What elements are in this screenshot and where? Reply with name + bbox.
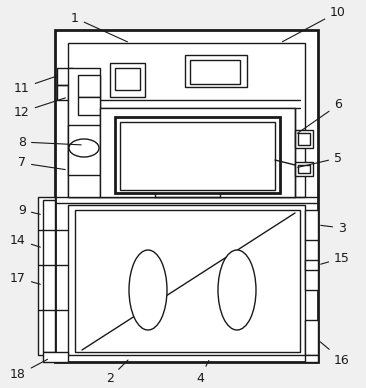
- Bar: [43, 352, 68, 362]
- Text: 11: 11: [14, 76, 57, 95]
- Bar: [115, 68, 140, 90]
- Bar: [305, 355, 318, 362]
- Text: 12: 12: [14, 98, 66, 118]
- Bar: [295, 130, 313, 148]
- Bar: [298, 133, 310, 145]
- Text: 17: 17: [10, 272, 40, 284]
- Bar: [68, 68, 100, 197]
- Bar: [43, 200, 55, 352]
- Ellipse shape: [69, 139, 99, 157]
- Bar: [57, 68, 73, 85]
- Text: 3: 3: [321, 222, 346, 234]
- Ellipse shape: [218, 250, 256, 330]
- Bar: [305, 320, 318, 355]
- Bar: [100, 108, 295, 197]
- Text: 8: 8: [18, 135, 81, 149]
- Text: 18: 18: [10, 359, 48, 381]
- Text: 5: 5: [298, 151, 342, 167]
- Text: 14: 14: [10, 234, 40, 247]
- Bar: [185, 55, 247, 87]
- Bar: [115, 117, 280, 193]
- Bar: [305, 260, 318, 290]
- Bar: [110, 63, 145, 97]
- Bar: [75, 210, 300, 352]
- Bar: [68, 205, 305, 355]
- Bar: [190, 60, 240, 84]
- Bar: [38, 197, 55, 355]
- Text: 9: 9: [18, 203, 40, 217]
- Text: 1: 1: [71, 12, 127, 42]
- Text: 4: 4: [196, 360, 209, 385]
- Text: 7: 7: [18, 156, 65, 170]
- Text: 15: 15: [321, 251, 350, 265]
- Bar: [120, 122, 275, 190]
- Bar: [68, 125, 100, 175]
- Bar: [295, 162, 313, 176]
- Text: 6: 6: [297, 99, 342, 133]
- Bar: [78, 75, 100, 97]
- Bar: [78, 97, 100, 115]
- Text: 10: 10: [283, 5, 346, 42]
- Bar: [55, 30, 318, 362]
- Ellipse shape: [129, 250, 167, 330]
- Bar: [305, 210, 318, 270]
- Text: 2: 2: [106, 360, 128, 385]
- Bar: [298, 165, 310, 173]
- Text: 16: 16: [320, 342, 350, 367]
- Bar: [68, 43, 305, 197]
